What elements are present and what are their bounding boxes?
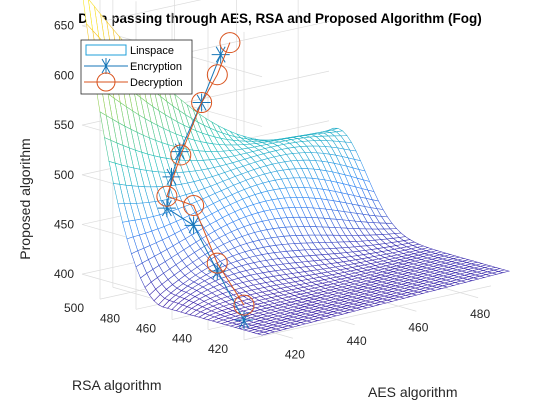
- floor-gridline: [243, 285, 492, 341]
- z-tick-label: 450: [54, 217, 74, 231]
- legend: Linspace Encryption Decryption: [80, 39, 193, 95]
- legend-label: Encryption: [130, 61, 182, 73]
- axis-ticks: 400 450 500 550 600 650 420 440 460 480 500 420 440 4…: [54, 19, 490, 362]
- z-tick-label: 400: [54, 267, 74, 281]
- x-tick-label: 480: [470, 307, 490, 321]
- y-tick-label: 480: [100, 311, 120, 325]
- legend-item-decryption: Decryption: [84, 72, 183, 92]
- y-tick-label: 440: [172, 332, 192, 346]
- back-wall-gridline: [81, 0, 202, 27]
- z-tick-label: 650: [54, 19, 74, 33]
- legend-label: Linspace: [130, 45, 174, 57]
- z-tick-label: 600: [54, 68, 74, 82]
- x-tick-label: 460: [408, 320, 428, 334]
- y-tick-label: 500: [64, 301, 84, 315]
- legend-marker: [98, 58, 114, 74]
- y-tick-label: 420: [208, 342, 228, 356]
- decryption-marker: [219, 32, 241, 54]
- decryption-marker: [170, 144, 192, 166]
- data-series: [156, 32, 255, 330]
- encryption-marker: [184, 216, 203, 235]
- legend-swatch: [85, 44, 127, 56]
- surface-cell: [256, 331, 270, 336]
- chart-title: Data passing through AES, RSA and Propos…: [78, 11, 482, 26]
- x-tick-label: 440: [347, 334, 367, 348]
- y-axis-label: RSA algorithm: [72, 377, 161, 393]
- encryption-marker: [211, 45, 230, 64]
- encryption-marker: [157, 199, 176, 218]
- z-tick-label: 500: [54, 168, 74, 182]
- y-tick-label: 460: [136, 322, 156, 336]
- decryption-marker: [233, 294, 255, 316]
- legend-item-encryption: Encryption: [84, 58, 182, 74]
- z-axis-label: Proposed algorithm: [17, 138, 33, 259]
- encryption-marker: [162, 167, 181, 186]
- decryption-marker: [183, 194, 205, 216]
- decryption-marker: [191, 92, 213, 114]
- legend-marker: [96, 72, 116, 92]
- legend-label: Decryption: [130, 77, 183, 89]
- decryption-marker: [206, 252, 228, 274]
- decryption-marker: [206, 64, 228, 86]
- legend-item-linspace: Linspace: [85, 44, 174, 57]
- z-tick-label: 550: [54, 118, 74, 132]
- encryption-marker: [208, 262, 227, 281]
- decryption-marker: [156, 185, 178, 207]
- x-axis-label: AES algorithm: [368, 384, 457, 400]
- x-tick-label: 420: [285, 347, 305, 361]
